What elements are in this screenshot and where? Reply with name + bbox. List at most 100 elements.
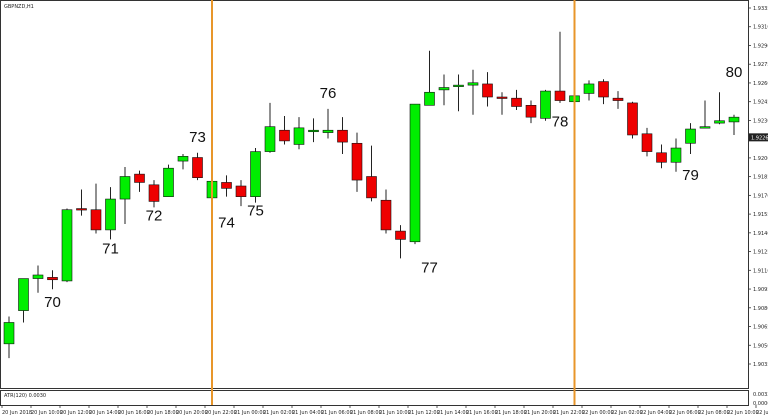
candle-body-up — [670, 147, 682, 163]
x-tick-label: 22 Jun 04:00 — [640, 410, 672, 416]
candle — [105, 187, 116, 240]
candle-body-up — [438, 87, 450, 91]
x-tick-label: 21 Jun 02:00 — [263, 410, 295, 416]
candle-body-down — [76, 208, 87, 211]
candle-body-down — [496, 96, 508, 99]
current-price-tag — [749, 133, 768, 142]
candle-body-down — [598, 81, 609, 98]
candle-body-up — [308, 129, 319, 133]
candle — [699, 100, 711, 129]
candle — [496, 92, 508, 115]
candle — [293, 117, 305, 150]
candle — [90, 183, 102, 234]
candle-body-up — [61, 209, 73, 282]
candle-body-down — [279, 129, 290, 142]
candle — [612, 91, 624, 109]
candle-body-down — [351, 142, 363, 181]
candle-body-down — [148, 184, 160, 202]
x-tick-label: 21 Jun 12:00 — [408, 410, 440, 416]
y-tick-label: 1.9185 — [753, 175, 768, 181]
y-tick-label: 1.9080 — [753, 306, 768, 312]
y-tick-label: 1.9230 — [753, 118, 768, 124]
vertical-markers — [211, 0, 576, 405]
annotation-label: 72 — [146, 207, 163, 224]
annotation-label: 75 — [247, 203, 264, 220]
annotation-label: 70 — [44, 294, 61, 311]
candle-body-down — [366, 176, 377, 199]
candle — [511, 89, 522, 111]
candle — [337, 117, 348, 154]
candle — [685, 123, 696, 154]
candle — [467, 69, 479, 115]
candle-body-up — [409, 103, 421, 243]
candles — [3, 31, 740, 359]
y-tick-label: 1.9110 — [753, 268, 768, 274]
candle-body-down — [221, 182, 232, 189]
candle — [395, 225, 406, 259]
x-tick-label: 20 Jun 18:00 — [147, 410, 179, 416]
y-tick-label: 1.9200 — [753, 156, 768, 162]
candle-body-up — [424, 91, 435, 106]
candle — [482, 72, 493, 107]
candle-body-up — [714, 120, 725, 124]
annotation-label: 77 — [421, 260, 438, 277]
annotation-label: 80 — [726, 64, 743, 81]
candle-body-up — [540, 90, 551, 119]
candle-body-down — [656, 152, 667, 163]
candle — [366, 145, 377, 202]
candle-body-up — [685, 128, 696, 144]
candle-body-up — [250, 151, 261, 197]
candle — [18, 278, 29, 323]
x-tick-label: 20 Jun 12:00 — [60, 410, 92, 416]
candle — [250, 148, 261, 203]
y-tick-label: 1.9310 — [753, 25, 768, 31]
x-tick-label: 21 Jun 06:00 — [321, 410, 353, 416]
candle-body-up — [699, 126, 711, 129]
y-tick-label: 1.9290 — [753, 43, 768, 49]
indicator-label: ATR(120) 0.0030 — [4, 393, 46, 399]
candle-body-down — [192, 157, 203, 178]
candle-body-down — [380, 199, 392, 231]
candle-body-down — [90, 209, 102, 231]
x-tick-label: 21 Jun 14:00 — [437, 410, 469, 416]
indicator-tick-label: 0.0032 — [753, 392, 768, 398]
candle-body-down — [627, 102, 638, 136]
candle-body-down — [641, 133, 653, 152]
x-tick-label: 21 Jun 04:00 — [292, 410, 324, 416]
candle — [3, 316, 15, 359]
chart-frame — [0, 0, 749, 406]
candle-body-up — [467, 82, 479, 86]
x-tick-label: 20 Jun 22:00 — [205, 410, 237, 416]
x-tick-label: 20 Jun 2018 — [2, 410, 32, 416]
candle-body-up — [453, 84, 464, 87]
candle — [670, 138, 682, 172]
x-tick-label: 20 Jun 16:00 — [118, 410, 150, 416]
candle — [119, 167, 131, 224]
indicator-pane-frame — [0, 390, 749, 406]
candle-body-up — [728, 116, 740, 123]
x-tick-label: 20 Jun 10:00 — [31, 410, 63, 416]
y-tick-label: 1.9155 — [753, 212, 768, 218]
candle-body-down — [395, 230, 406, 240]
candle — [641, 127, 653, 157]
y-tick-label: 1.9260 — [753, 81, 768, 87]
y-tick-label: 1.9095 — [753, 287, 768, 293]
candle — [308, 118, 319, 143]
x-tick-label: 21 Jun 22:00 — [553, 410, 585, 416]
y-tick-label: 1.9125 — [753, 250, 768, 256]
annotation-label: 71 — [102, 241, 119, 258]
candle-body-up — [119, 176, 131, 200]
annotation-label: 73 — [189, 129, 206, 146]
candle — [264, 102, 276, 153]
candle — [235, 180, 247, 207]
candle — [598, 79, 609, 105]
current-price-label: 1.9226 — [751, 135, 768, 141]
candle-body-down — [612, 97, 624, 101]
candle — [163, 164, 174, 197]
candle — [61, 208, 73, 283]
y-tick-label: 1.9245 — [753, 100, 768, 106]
x-tick-label: 22 Jun 12:00 — [756, 410, 768, 416]
candle-body-down — [47, 277, 58, 281]
candle — [438, 74, 450, 106]
